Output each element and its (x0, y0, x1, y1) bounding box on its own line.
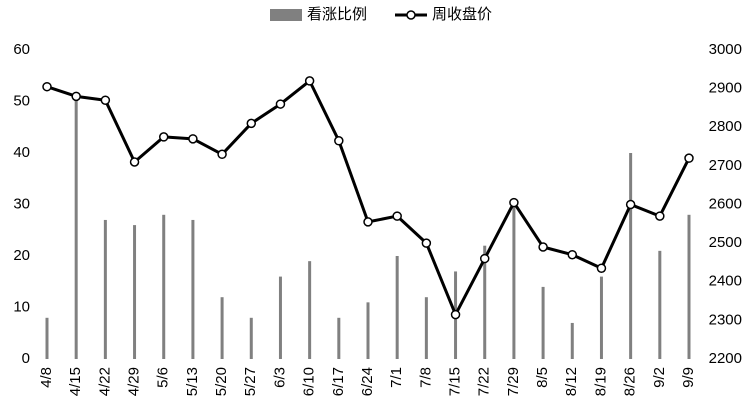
x-tick-label: 8/12 (563, 367, 580, 396)
bar (133, 225, 137, 359)
y-tick-label: 10 (13, 298, 30, 315)
bar (687, 214, 691, 359)
bar (278, 276, 282, 359)
y2-tick-label: 2700 (709, 157, 742, 174)
legend-swatch (406, 10, 416, 20)
x-tick-label: 4/15 (67, 367, 84, 396)
bar (570, 322, 574, 359)
x-tick-label: 6/3 (271, 367, 288, 388)
x-tick-label: 6/17 (330, 367, 347, 396)
legend-swatch (270, 9, 302, 21)
bar (658, 250, 662, 359)
line-marker (421, 238, 432, 248)
line-marker (188, 134, 198, 144)
bar (74, 96, 78, 359)
bar (629, 153, 633, 359)
legend-label: 周收盘价 (432, 5, 492, 23)
bar (103, 219, 107, 359)
y-tick-label: 50 (13, 92, 30, 109)
line-marker (246, 118, 257, 129)
x-tick-label: 7/8 (417, 367, 434, 388)
y2-tick-label: 2600 (709, 195, 742, 212)
x-tick-label: 4/29 (126, 367, 143, 396)
line-marker (42, 81, 52, 92)
line-marker (71, 91, 81, 102)
legend-label: 看涨比例 (307, 6, 367, 23)
x-tick-label: 4/22 (96, 367, 113, 396)
x-tick-label: 7/29 (505, 367, 522, 396)
x-tick-label: 9/2 (651, 367, 668, 388)
line-marker (479, 253, 490, 264)
x-tick-label: 6/10 (301, 367, 318, 396)
bar (599, 276, 603, 359)
x-tick-label: 8/26 (622, 367, 639, 396)
line-marker (304, 76, 315, 86)
bar (483, 245, 487, 359)
bar (512, 204, 516, 359)
line-marker (392, 211, 402, 221)
bar (337, 317, 341, 359)
y2-tick-label: 2200 (709, 350, 742, 367)
x-tick-label: 7/1 (388, 367, 405, 388)
y-tick-label: 20 (13, 247, 30, 264)
bar (308, 261, 312, 359)
line-marker (538, 242, 548, 252)
line-marker (334, 136, 344, 146)
bar (45, 317, 49, 359)
x-tick-label: 7/15 (447, 367, 464, 396)
x-tick-label: 5/27 (242, 367, 259, 396)
x-tick-label: 8/19 (592, 367, 609, 396)
line (46, 79, 691, 317)
line-marker (450, 309, 461, 320)
line-marker (625, 199, 636, 210)
line-marker (509, 197, 519, 208)
y2-tick-label: 3000 (709, 41, 742, 58)
line-marker (684, 153, 694, 163)
x-tick-label: 5/20 (213, 367, 230, 396)
y2-tick-label: 2500 (709, 234, 742, 251)
bar (249, 317, 253, 359)
y-tick-label: 30 (13, 195, 30, 212)
y2-tick-label: 2900 (709, 80, 742, 97)
line-marker (100, 95, 111, 105)
y2-tick-label: 2300 (709, 311, 742, 328)
bar (541, 286, 545, 359)
x-tick-label: 6/24 (359, 367, 376, 396)
bar (220, 297, 224, 359)
x-tick-label: 4/8 (38, 367, 55, 388)
y2-tick-label: 2400 (709, 273, 742, 290)
line-marker (655, 211, 665, 221)
y-tick-label: 40 (13, 144, 30, 161)
x-tick-label: 9/9 (680, 367, 697, 388)
bar (395, 256, 399, 359)
y-tick-label: 60 (13, 41, 30, 58)
line-marker (129, 157, 140, 167)
line-marker (275, 99, 286, 109)
x-tick-label: 5/13 (184, 367, 201, 396)
x-tick-label: 8/5 (534, 367, 551, 388)
line-marker (567, 249, 578, 260)
line-marker (596, 263, 607, 273)
line-marker (363, 217, 373, 227)
y2-tick-label: 2800 (709, 118, 742, 135)
y-tick-label: 0 (22, 350, 30, 367)
x-tick-label: 7/22 (476, 367, 493, 396)
bar (366, 302, 370, 359)
x-tick-label: 5/6 (155, 367, 172, 388)
line-marker (158, 132, 169, 142)
bar (191, 219, 195, 359)
bar (424, 297, 428, 359)
line-marker (217, 149, 227, 160)
bar (162, 214, 166, 359)
